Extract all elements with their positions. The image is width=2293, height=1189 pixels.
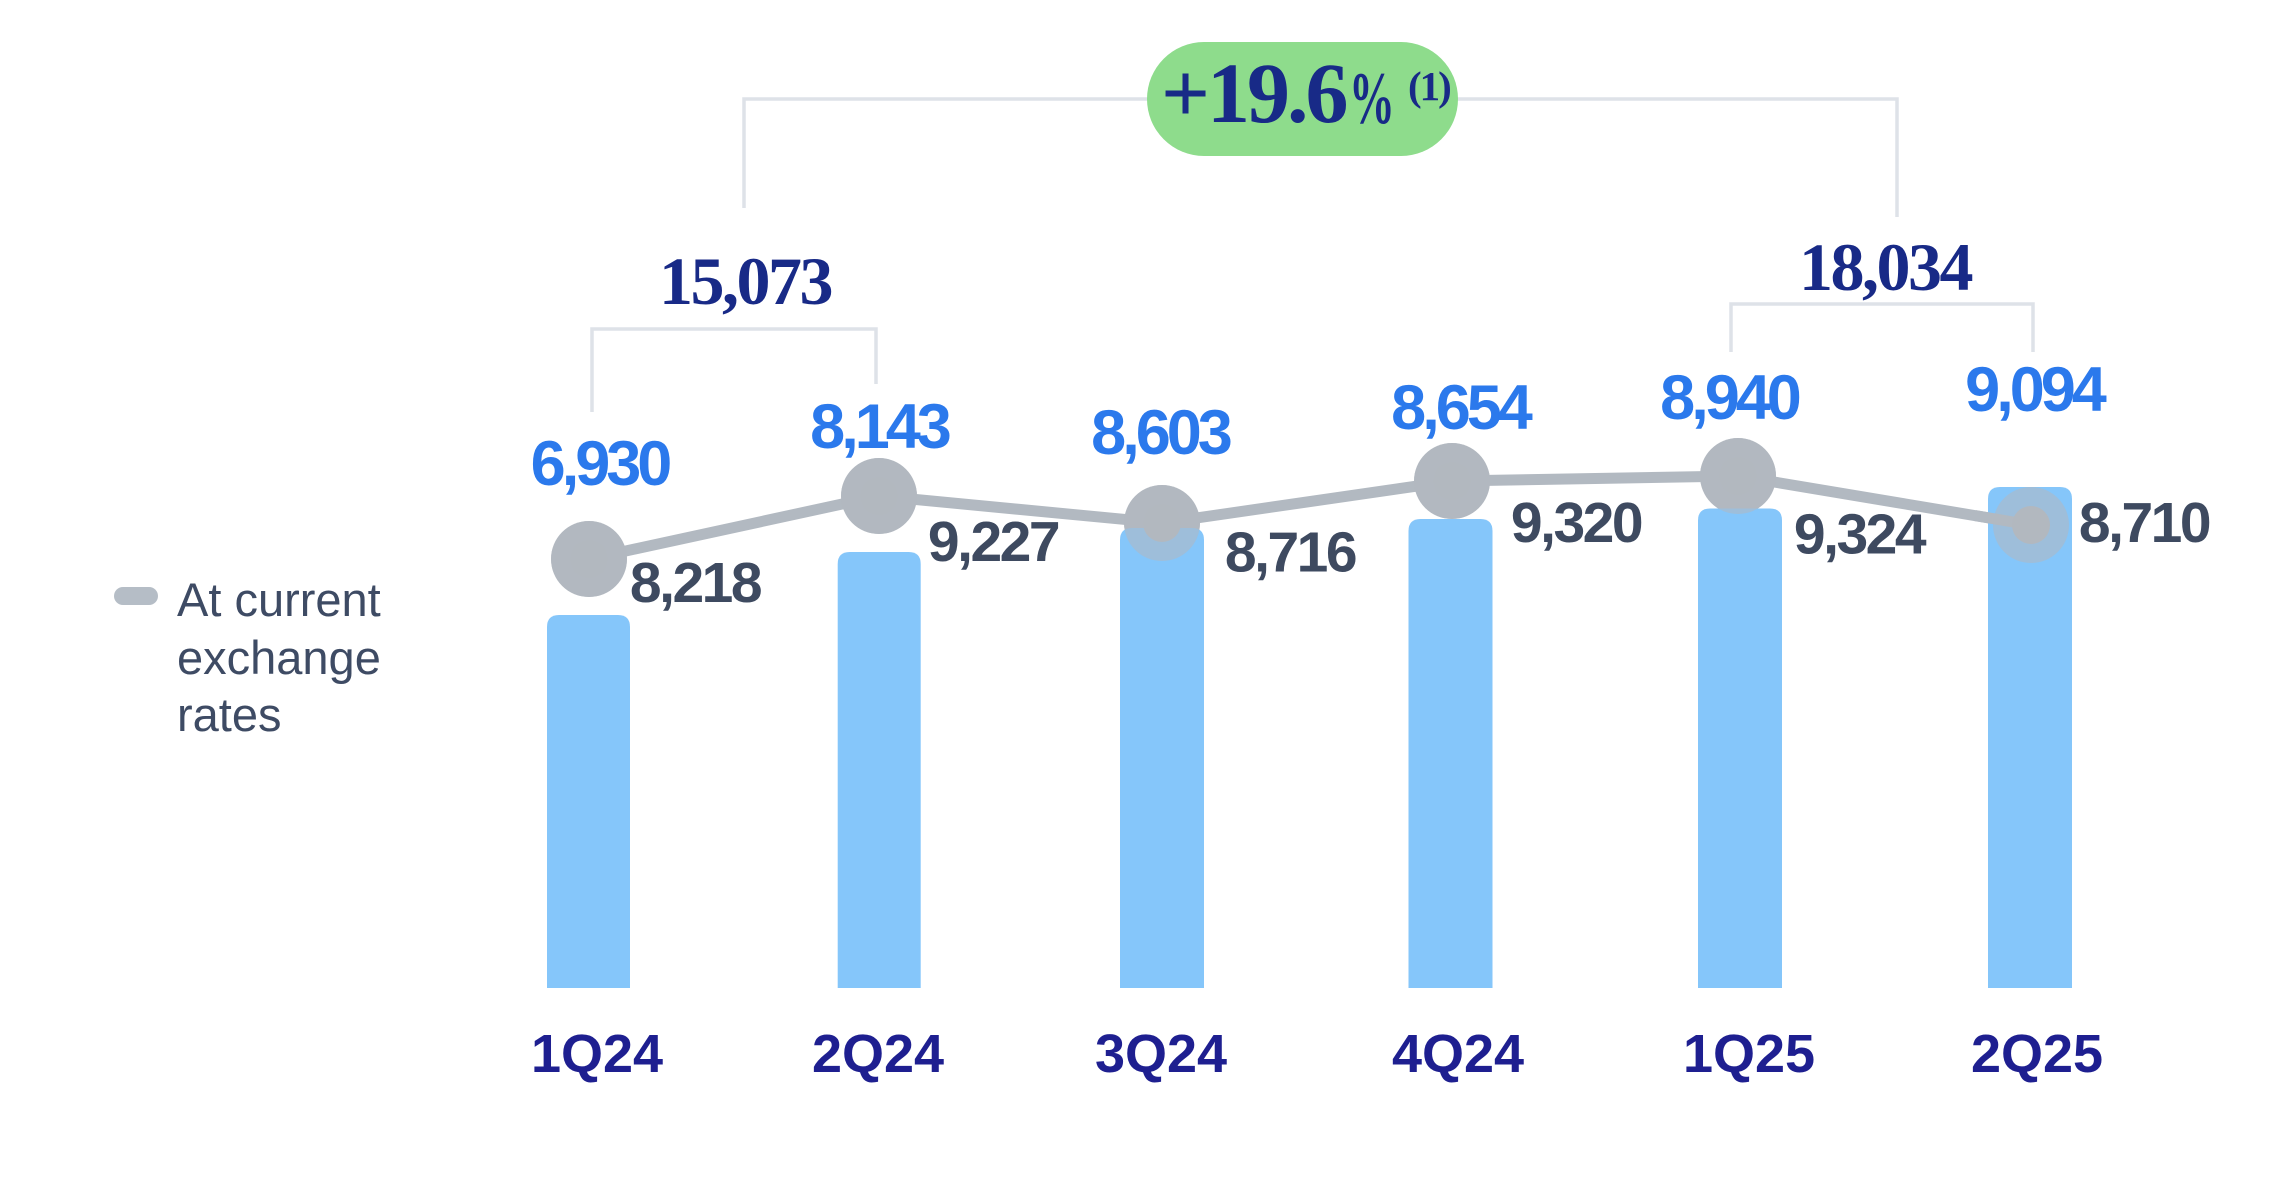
svg-text:18,034: 18,034 <box>1799 229 1973 305</box>
svg-text:15,073: 15,073 <box>659 243 832 319</box>
svg-text:3Q24: 3Q24 <box>1095 1024 1227 1084</box>
svg-text:At current: At current <box>177 573 381 626</box>
svg-text:+19.6: +19.6 <box>1161 45 1347 141</box>
svg-text:9,227: 9,227 <box>928 510 1059 574</box>
svg-text:exchange: exchange <box>177 631 381 684</box>
svg-text:8,143: 8,143 <box>810 392 950 462</box>
svg-text:1Q24: 1Q24 <box>531 1024 663 1084</box>
svg-text:8,710: 8,710 <box>2079 491 2210 555</box>
svg-text:1Q25: 1Q25 <box>1683 1024 1815 1084</box>
svg-text:rates: rates <box>177 688 282 741</box>
svg-text:2Q25: 2Q25 <box>1971 1024 2103 1084</box>
svg-text:6,930: 6,930 <box>531 429 671 499</box>
svg-text:(1): (1) <box>1408 63 1450 109</box>
svg-text:8,654: 8,654 <box>1391 373 1533 443</box>
svg-text:8,716: 8,716 <box>1225 521 1356 585</box>
svg-text:8,218: 8,218 <box>630 551 761 615</box>
svg-text:4Q24: 4Q24 <box>1392 1024 1524 1084</box>
svg-text:2Q24: 2Q24 <box>812 1024 944 1084</box>
svg-text:9,320: 9,320 <box>1511 491 1642 555</box>
svg-text:8,603: 8,603 <box>1091 398 1231 468</box>
svg-text:9,094: 9,094 <box>1965 355 2107 425</box>
svg-text:8,940: 8,940 <box>1660 363 1800 433</box>
svg-text:%: % <box>1349 58 1395 140</box>
svg-text:9,324: 9,324 <box>1794 503 1927 567</box>
